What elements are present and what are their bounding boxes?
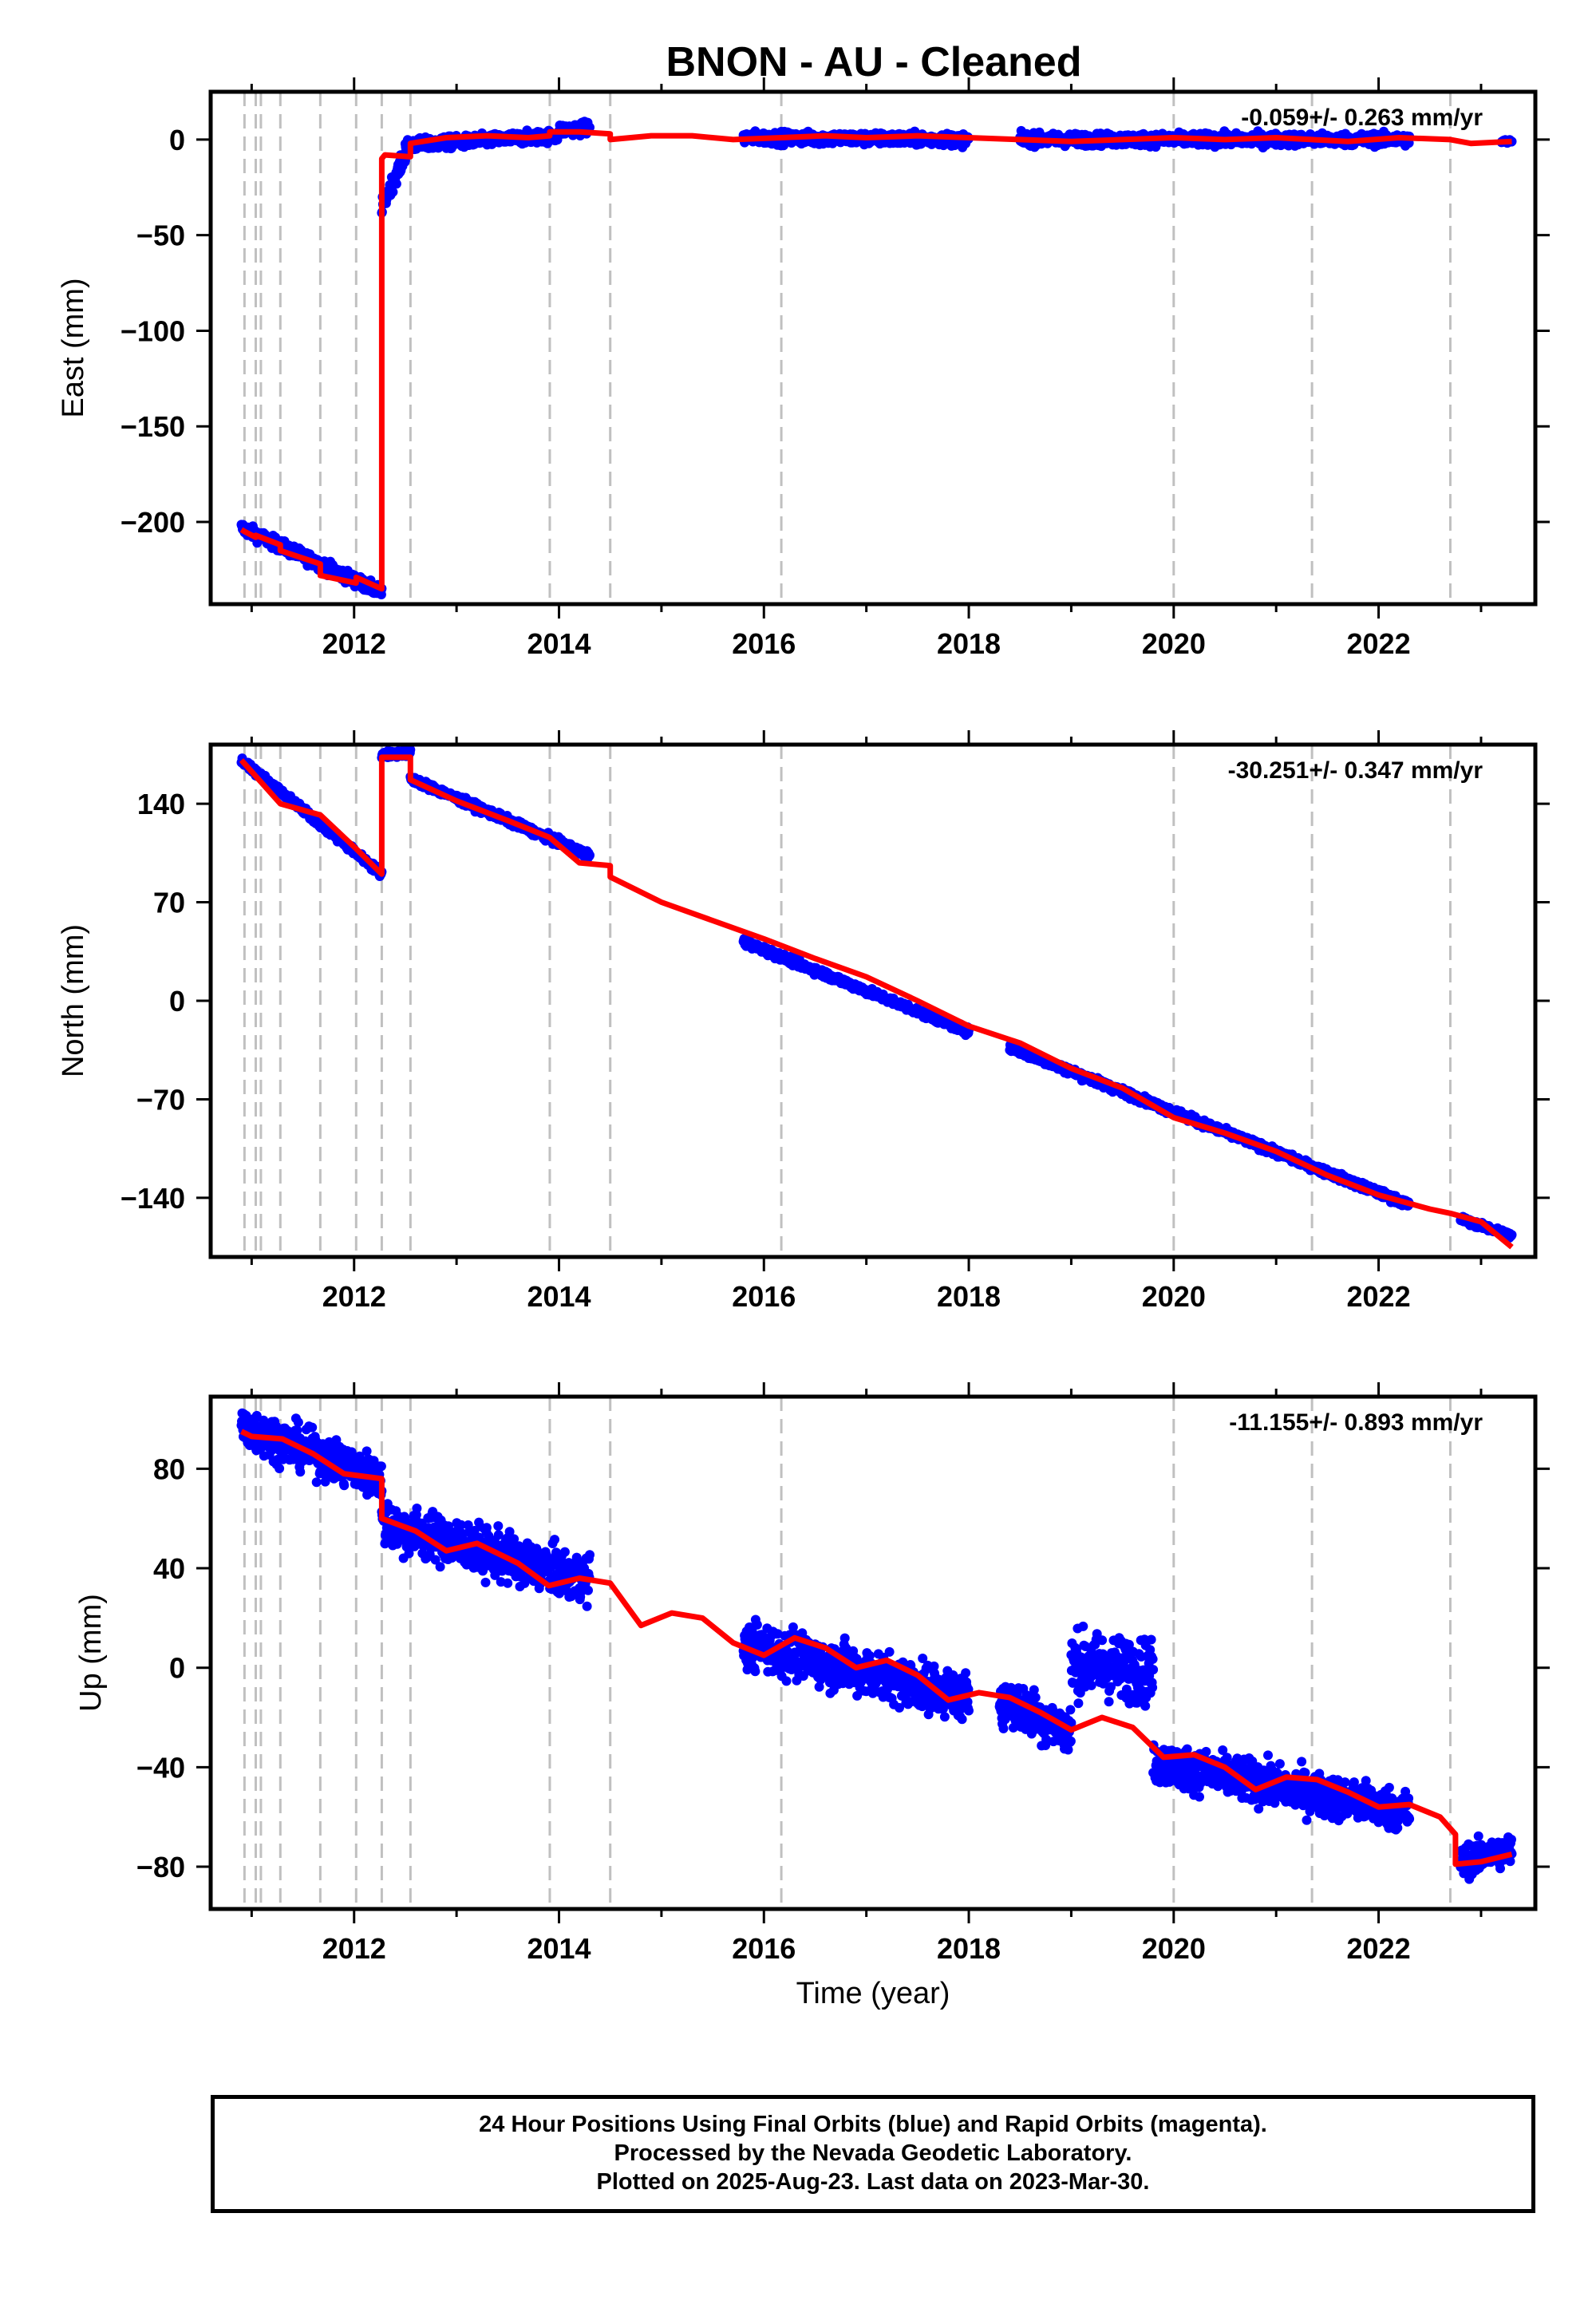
- y-tick-label: −100: [120, 314, 185, 347]
- east-y-axis-label: East (mm): [57, 278, 90, 417]
- east-panel: 2012 2014 2016 2018 2020 2022 0 −50 −100 −150 −200…: [57, 77, 1550, 660]
- north-event-lines: [243, 745, 1452, 1257]
- x-tick-label: 2020: [1142, 627, 1206, 660]
- y-tick-label: −50: [136, 219, 185, 252]
- east-event-lines: [243, 92, 1452, 604]
- y-tick-label: −200: [120, 506, 185, 539]
- data-point: [388, 187, 398, 197]
- y-tick-label: −150: [120, 410, 185, 443]
- data-point: [585, 850, 595, 860]
- east-rate-label: -0.059+/- 0.263 mm/yr: [1241, 105, 1483, 131]
- x-tick-label: 2012: [322, 627, 386, 660]
- chart-title: BNON - AU - Cleaned: [666, 39, 1082, 85]
- x-tick-label: 2014: [527, 627, 591, 660]
- x-tick-label: 2022: [1347, 627, 1411, 660]
- y-tick-label: 0: [169, 124, 185, 156]
- east-data-points: [236, 117, 1517, 599]
- east-model-line: [239, 128, 1512, 592]
- x-tick-label: 2018: [937, 627, 1001, 660]
- model-line: [239, 128, 1512, 592]
- x-tick-label: 2016: [732, 627, 796, 660]
- north-data-points: [236, 744, 1517, 1243]
- data-point: [391, 179, 401, 189]
